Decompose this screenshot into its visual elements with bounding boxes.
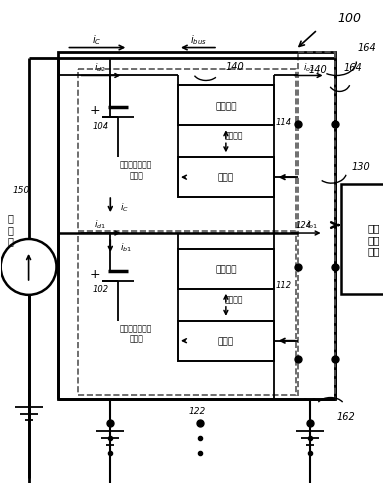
- Bar: [58, 52, 336, 399]
- Text: 162: 162: [336, 412, 355, 422]
- Text: 电池及均衡模块
的信息: 电池及均衡模块 的信息: [120, 323, 152, 343]
- Text: 140: 140: [226, 61, 245, 71]
- Text: $i_C$: $i_C$: [120, 201, 129, 214]
- Text: $i_{d2}$: $i_{d2}$: [94, 61, 106, 74]
- Text: $i_{bus}$: $i_{bus}$: [190, 33, 206, 47]
- Text: 164: 164: [343, 63, 362, 74]
- Bar: [78, 234, 296, 395]
- Text: 均衡电路: 均衡电路: [215, 265, 237, 274]
- Text: 控制信号: 控制信号: [225, 295, 243, 303]
- Bar: [298, 52, 336, 399]
- Text: 102: 102: [92, 285, 108, 294]
- Text: 单片机: 单片机: [218, 173, 234, 182]
- Bar: [178, 321, 274, 361]
- Text: 电池及均衡模块
的信息: 电池及均衡模块 的信息: [120, 160, 152, 180]
- Text: +: +: [90, 267, 100, 280]
- Bar: [78, 70, 296, 231]
- Text: 124: 124: [296, 220, 312, 229]
- Text: 100: 100: [338, 12, 361, 25]
- Text: 112: 112: [276, 281, 292, 290]
- Text: $i_{b1}$: $i_{b1}$: [120, 241, 132, 254]
- Text: 150: 150: [13, 185, 30, 194]
- Text: 114: 114: [276, 118, 292, 127]
- Bar: [178, 158, 274, 198]
- Text: 164: 164: [358, 43, 376, 52]
- Text: 均衡
管理
模块: 均衡 管理 模块: [367, 223, 380, 256]
- Text: $i_{d1}$: $i_{d1}$: [94, 218, 106, 231]
- Text: 单片机: 单片机: [218, 336, 234, 346]
- Text: 140: 140: [308, 65, 327, 76]
- Bar: [178, 86, 274, 126]
- Text: 104: 104: [92, 121, 108, 131]
- Text: +: +: [90, 104, 100, 117]
- Text: 控制信号: 控制信号: [225, 132, 243, 140]
- Text: 130: 130: [352, 162, 371, 172]
- Bar: [341, 185, 384, 294]
- Text: 充
电
机: 充 电 机: [8, 213, 13, 246]
- Text: $i_{o2}$: $i_{o2}$: [303, 61, 314, 74]
- Text: $i_C$: $i_C$: [92, 33, 101, 47]
- Text: $i_{o1}$: $i_{o1}$: [306, 218, 318, 231]
- Text: 122: 122: [189, 406, 205, 415]
- Text: 均衡电路: 均衡电路: [215, 102, 237, 111]
- Bar: [178, 249, 274, 289]
